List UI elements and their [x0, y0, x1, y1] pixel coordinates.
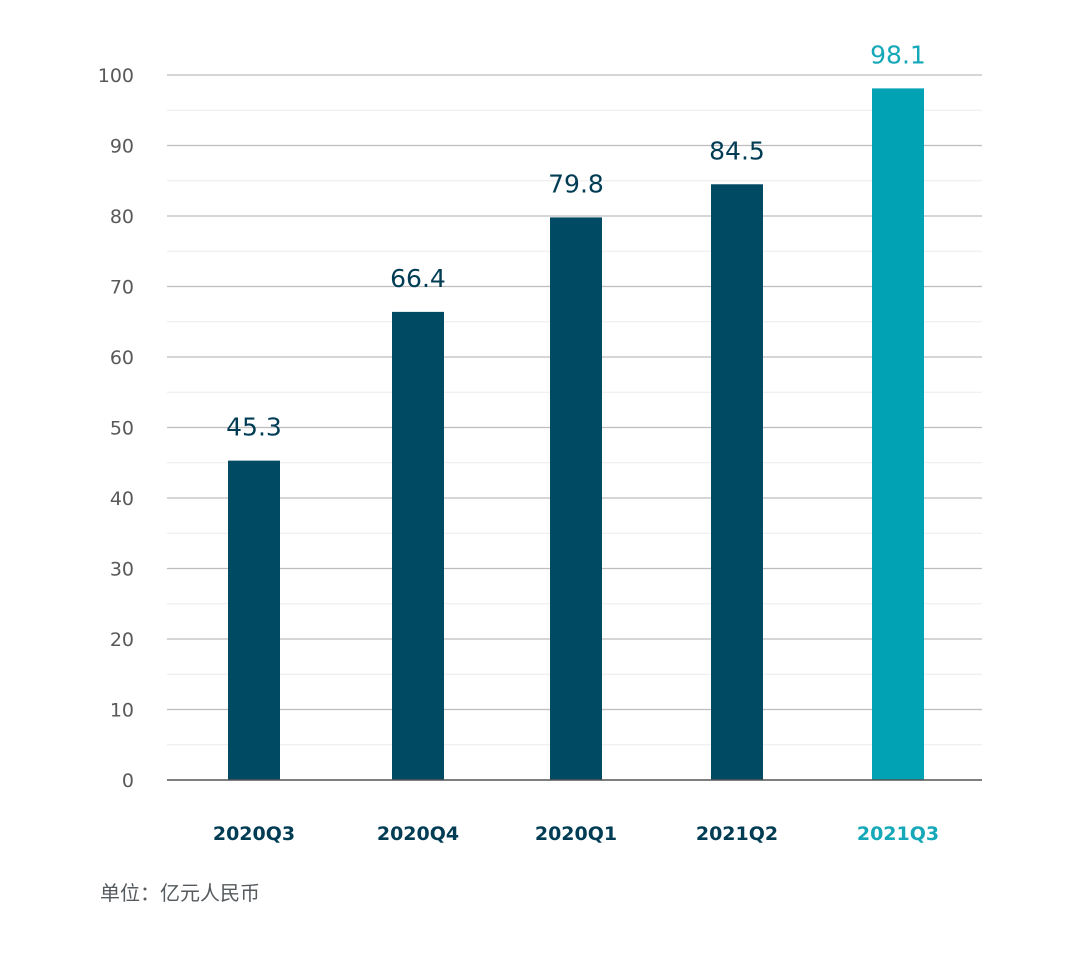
y-tick-label: 100	[98, 65, 134, 87]
x-tick-label: 2020Q1	[535, 823, 617, 845]
unit-note: 单位：亿元人民币	[100, 881, 260, 905]
y-tick-label: 60	[110, 347, 134, 369]
y-tick-label: 10	[110, 700, 134, 722]
y-tick-label: 50	[110, 418, 134, 440]
y-tick-label: 0	[122, 770, 134, 792]
x-tick-label: 2021Q3	[857, 823, 939, 845]
y-tick-label: 20	[110, 629, 134, 651]
bar	[228, 460, 280, 780]
data-label: 79.8	[548, 169, 604, 198]
y-tick-label: 80	[110, 206, 134, 228]
data-label: 98.1	[870, 40, 926, 69]
x-tick-label: 2021Q2	[696, 823, 778, 845]
y-tick-label: 30	[110, 559, 134, 581]
y-tick-label: 40	[110, 488, 134, 510]
y-tick-label: 70	[110, 277, 134, 299]
y-tick-label: 90	[110, 136, 134, 158]
data-label: 45.3	[226, 413, 282, 442]
x-tick-label: 2020Q4	[377, 823, 459, 845]
bar	[392, 311, 444, 780]
bar	[872, 88, 924, 780]
data-label: 66.4	[390, 264, 446, 293]
bar	[711, 184, 763, 780]
x-tick-label: 2020Q3	[213, 823, 295, 845]
bar	[550, 217, 602, 780]
data-label: 84.5	[709, 136, 765, 165]
